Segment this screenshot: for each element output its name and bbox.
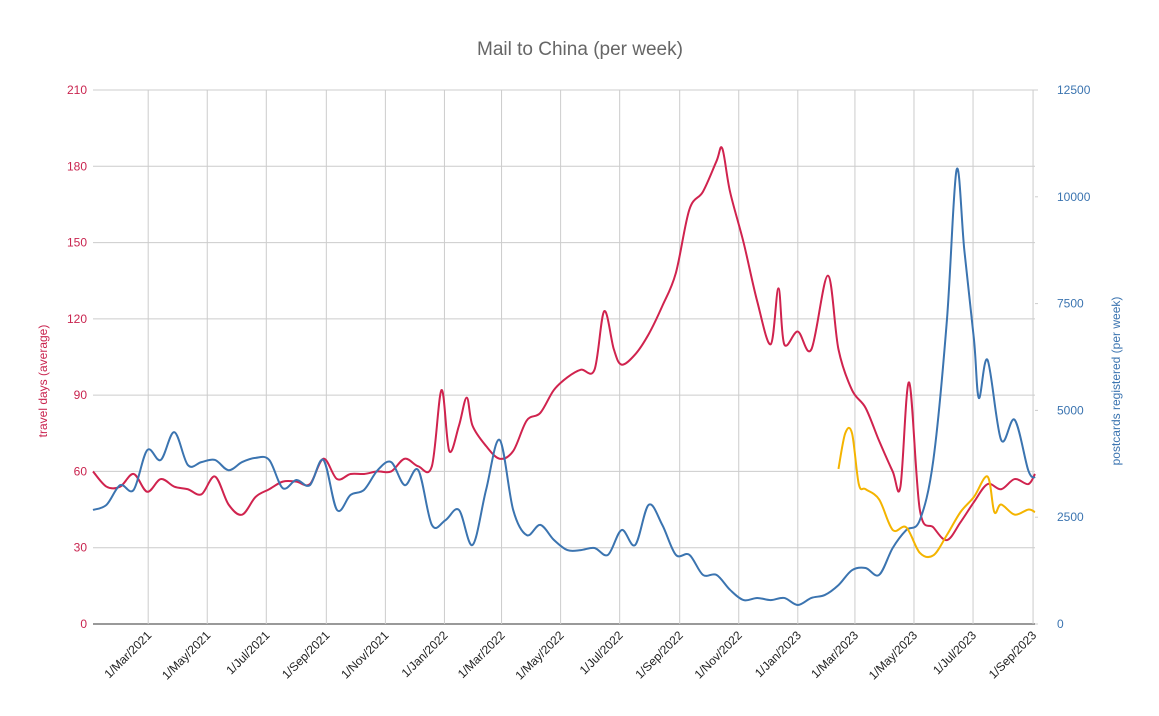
y2-tick-label: 12500 (1057, 83, 1091, 97)
y-tick-label: 150 (67, 236, 87, 250)
y-tick-label: 180 (67, 159, 87, 173)
series-line (837, 426, 1036, 559)
y-tick-label: 0 (80, 617, 87, 631)
y2-tick-label: 2500 (1057, 510, 1084, 524)
y-tick-label: 120 (67, 312, 87, 326)
series-line (92, 167, 1036, 606)
y-tick-label: 90 (74, 388, 88, 402)
y-tick-label: 30 (74, 541, 88, 555)
y-tick-label: 60 (74, 464, 88, 478)
y2-tick-label: 7500 (1057, 297, 1084, 311)
y2-axis-label: postcards registered (per week) (1109, 297, 1123, 466)
series-line (92, 146, 1036, 542)
y-axis-label: travel days (average) (36, 325, 50, 438)
y2-tick-label: 5000 (1057, 403, 1084, 417)
chart-title: Mail to China (per week) (477, 39, 683, 60)
y-tick-label: 210 (67, 83, 87, 97)
y2-tick-label: 0 (1057, 617, 1064, 631)
y2-tick-label: 10000 (1057, 190, 1091, 204)
